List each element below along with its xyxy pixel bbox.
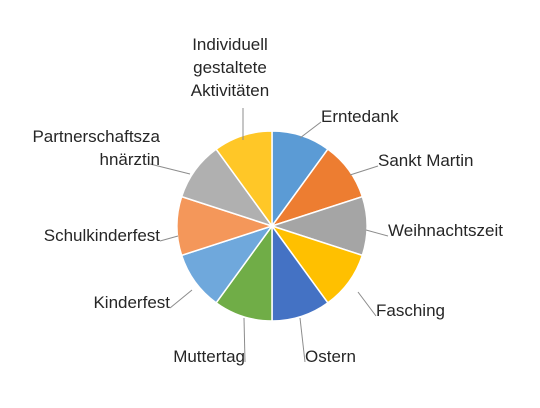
slice-label-line: Partnerschaftsza bbox=[32, 127, 160, 146]
slice-label-line: Schulkinderfest bbox=[44, 226, 161, 245]
slice-label-line: Erntedank bbox=[321, 107, 399, 126]
leader-line bbox=[299, 121, 322, 139]
leader-line bbox=[149, 163, 191, 175]
slice-label: Kinderfest bbox=[93, 293, 170, 312]
slice-label-line: hnärztin bbox=[100, 150, 160, 169]
slice-label: Fasching bbox=[376, 301, 445, 320]
slice-label-line: Sankt Martin bbox=[378, 151, 473, 170]
pie-slices bbox=[176, 130, 368, 322]
slice-label: Weihnachtszeit bbox=[388, 221, 503, 240]
slice-label-line: Kinderfest bbox=[93, 293, 170, 312]
leader-line bbox=[357, 291, 377, 317]
slice-label-line: Aktivitäten bbox=[191, 81, 269, 100]
slice-label-line: Muttertag bbox=[173, 347, 245, 366]
slice-label-line: gestaltete bbox=[193, 58, 267, 77]
slice-label: Sankt Martin bbox=[378, 151, 473, 170]
slice-label-line: Weihnachtszeit bbox=[388, 221, 503, 240]
leader-line bbox=[243, 317, 246, 363]
leader-line bbox=[349, 165, 379, 176]
slice-label: Individuell gestaltete Aktivitäten bbox=[191, 35, 269, 100]
slice-labels: Erntedank Sankt Martin Weihnachtszeit Fasch… bbox=[32, 35, 503, 366]
leader-lines bbox=[149, 108, 389, 363]
leader-line bbox=[159, 235, 179, 242]
leader-line bbox=[169, 289, 193, 309]
slice-label-line: Individuell bbox=[192, 35, 268, 54]
slice-label: Muttertag bbox=[173, 347, 245, 366]
slice-label-line: Fasching bbox=[376, 301, 445, 320]
leader-line bbox=[299, 317, 306, 363]
slice-label: Erntedank bbox=[321, 107, 399, 126]
slice-label-line: Ostern bbox=[305, 347, 356, 366]
slice-label: Partnerschaftsza hnärztin bbox=[32, 127, 160, 169]
slice-label: Schulkinderfest bbox=[44, 226, 161, 245]
slice-label: Ostern bbox=[305, 347, 356, 366]
leader-line bbox=[365, 229, 389, 237]
